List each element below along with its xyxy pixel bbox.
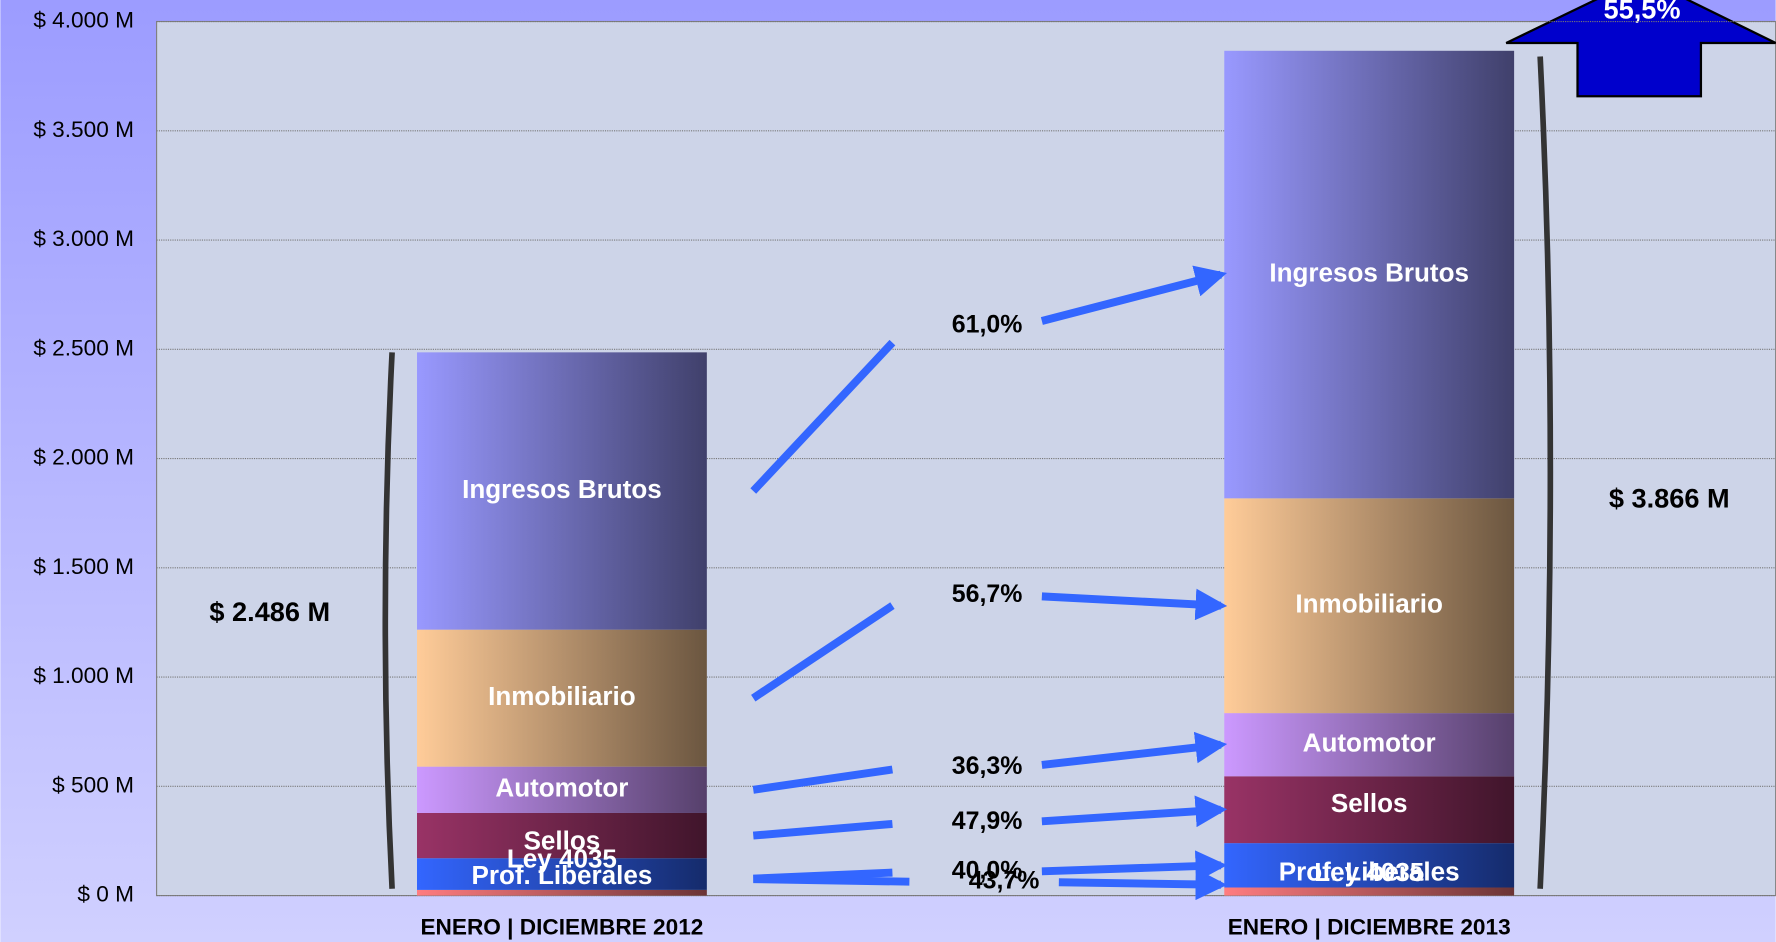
x-tick-label: ENERO | DICIEMBRE 2012 — [420, 914, 703, 939]
bar-segment — [1224, 50, 1515, 499]
arrow-shaft — [750, 339, 896, 494]
arrow-shaft — [1041, 588, 1228, 621]
arrow-shaft — [1041, 731, 1228, 769]
y-tick-label: $ 1.000 M — [33, 663, 134, 688]
growth-label: 61,0% — [952, 311, 1023, 339]
segment-label: Inmobiliario — [488, 681, 636, 711]
bar-segment — [1224, 887, 1515, 896]
bracket — [1537, 56, 1554, 889]
segment-label: Automotor — [495, 773, 628, 803]
bracket — [382, 352, 395, 889]
bar-segment — [417, 352, 707, 630]
bar-segment — [417, 812, 707, 859]
bar-segment — [1224, 498, 1515, 714]
bar-segment — [417, 858, 707, 890]
y-tick-label: $ 3.000 M — [33, 226, 134, 251]
arrow-shaft — [1041, 850, 1228, 883]
arrow-shaft — [752, 765, 893, 794]
growth-label: 43,7% — [969, 867, 1040, 895]
bar-segment — [1224, 776, 1515, 844]
segment-label: Prof. Liberales — [1279, 856, 1460, 886]
arrow-shaft — [752, 819, 893, 840]
y-tick-label: $ 1.500 M — [33, 554, 134, 579]
y-tick-label: $ 500 M — [52, 772, 134, 797]
arrow-shaft — [1041, 795, 1228, 828]
y-tick-label: $ 4.000 M — [33, 7, 134, 32]
bar-segment — [1224, 843, 1515, 888]
segment-label: Inmobiliario — [1295, 589, 1443, 619]
bar-segment — [417, 629, 707, 767]
total-growth: 55,5% — [1604, 0, 1681, 24]
segment-label: Ley 4035 — [507, 843, 617, 873]
y-tick-label: $ 2.000 M — [33, 445, 134, 470]
growth-arrow — [752, 731, 1228, 794]
arrow-shaft — [1040, 265, 1228, 325]
segment-label: Ley 4035 — [1314, 857, 1424, 887]
segment-label: Prof. Liberales — [472, 860, 653, 890]
bar-segment — [417, 766, 707, 813]
growth-arrow — [752, 795, 1228, 840]
growth-label: 47,9% — [952, 807, 1023, 835]
growth-arrow — [753, 850, 1228, 883]
segment-label: Automotor — [1303, 728, 1436, 758]
bar-segment — [417, 889, 707, 896]
y-tick-label: $ 2.500 M — [33, 335, 134, 360]
total-label: $ 2.486 M — [209, 596, 330, 627]
total-label: $ 3.866 M — [1609, 483, 1730, 514]
y-tick-label: $ 0 M — [77, 882, 134, 907]
segment-label: Ingresos Brutos — [462, 474, 662, 504]
bar-segment — [1224, 713, 1515, 777]
segment-label: Sellos — [524, 825, 601, 855]
arrow-shaft — [1058, 868, 1228, 901]
x-tick-label: ENERO | DICIEMBRE 2013 — [1228, 914, 1511, 939]
arrow-shaft — [753, 868, 893, 883]
growth-arrow — [751, 588, 1228, 702]
segment-label: Ingresos Brutos — [1269, 257, 1469, 287]
growth-label: 56,7% — [952, 580, 1023, 608]
arrow-shaft — [751, 602, 895, 702]
y-tick-label: $ 3.500 M — [33, 117, 134, 142]
growth-label: 40,0% — [952, 857, 1023, 885]
growth-label: 36,3% — [952, 752, 1023, 780]
segment-label: Sellos — [1331, 788, 1408, 818]
growth-arrow — [1505, 0, 1776, 98]
growth-arrow — [750, 265, 1228, 494]
